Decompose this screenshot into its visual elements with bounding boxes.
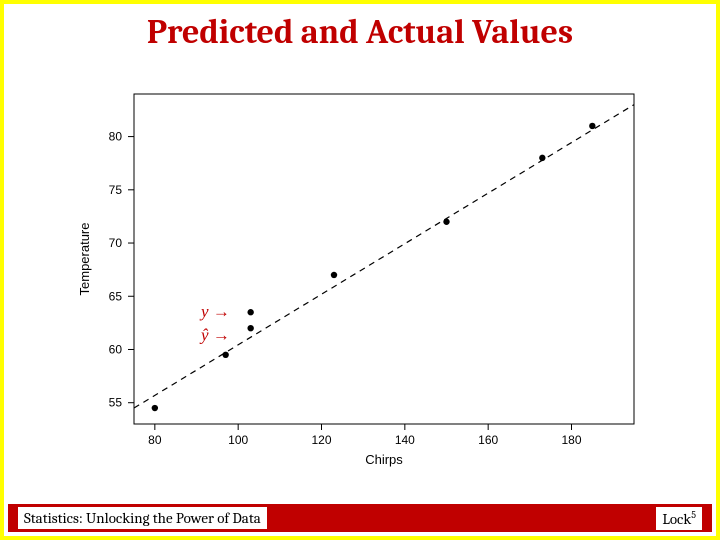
data-point (247, 325, 253, 331)
footer-left: Statistics: Unlocking the Power of Data (18, 507, 267, 529)
y-tick-label: 60 (109, 342, 123, 356)
slide-title: Predicted and Actual Values (4, 4, 716, 52)
data-point (247, 309, 253, 315)
y-tick-label: 70 (109, 236, 123, 250)
x-tick-label: 100 (228, 433, 248, 447)
x-tick-label: 80 (148, 433, 162, 447)
data-point (539, 155, 545, 161)
x-axis-label: Chirps (365, 452, 403, 467)
y-tick-label: 65 (109, 289, 123, 303)
scatter-chart: 80 100 120 140 160 180 55 60 65 70 75 80 Chirps Tempe… (64, 74, 664, 494)
x-tick-label: 120 (311, 433, 331, 447)
footer-right-sup: 5 (691, 509, 696, 521)
data-point (331, 272, 337, 278)
x-tick-label: 140 (395, 433, 415, 447)
data-point (589, 123, 595, 129)
footer-right-base: Lock (662, 510, 691, 528)
footer-bar: Statistics: Unlocking the Power of Data … (8, 504, 712, 532)
data-point (222, 352, 228, 358)
x-tick-label: 160 (478, 433, 498, 447)
y-axis-label: Temperature (77, 223, 92, 296)
footer-right: Lock5 (656, 507, 702, 530)
annotation: ŷ → (199, 326, 230, 345)
y-tick-label: 80 (109, 130, 123, 144)
x-tick-label: 180 (561, 433, 581, 447)
data-point (152, 405, 158, 411)
annotation: y → (199, 302, 230, 321)
plot-box (134, 94, 634, 424)
y-tick-label: 75 (109, 183, 123, 197)
y-tick-label: 55 (109, 396, 123, 410)
data-point (443, 219, 449, 225)
slide: Predicted and Actual Values 80 100 120 140 1… (0, 0, 720, 540)
chart-container: 80 100 120 140 160 180 55 60 65 70 75 80 Chirps Tempe… (64, 74, 664, 494)
